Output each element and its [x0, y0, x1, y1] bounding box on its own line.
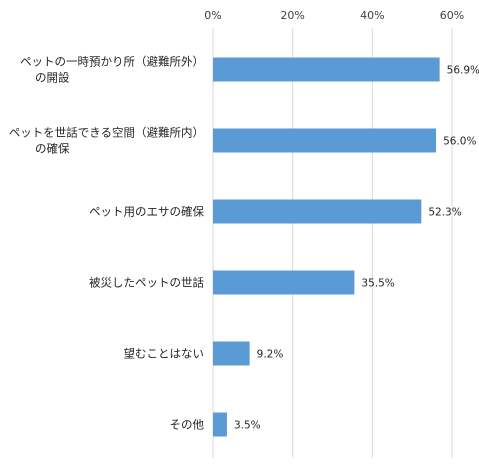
- category-label: 望むことはない: [124, 347, 205, 361]
- category-label: の開設: [35, 71, 70, 85]
- data-label: 9.2%: [257, 349, 284, 361]
- bar: [213, 57, 440, 82]
- category-label: 被災したペットの世話: [89, 276, 204, 290]
- bar: [213, 199, 422, 224]
- data-label: 52.3%: [428, 207, 461, 219]
- category-label: その他: [170, 418, 205, 432]
- category-label: ペットの一時預かり所（避難所外）: [20, 55, 204, 69]
- category-label: の確保: [35, 142, 70, 156]
- data-label: 3.5%: [234, 420, 261, 432]
- data-label: 56.9%: [447, 65, 479, 77]
- category-label: ペットを世話できる空間（避難所内）: [9, 126, 204, 140]
- x-tick-label: 40%: [360, 9, 384, 22]
- category-label: ペット用のエサの確保: [89, 205, 204, 219]
- bar: [213, 341, 250, 366]
- data-label: 35.5%: [361, 278, 394, 290]
- bar: [213, 128, 437, 153]
- bar: [213, 412, 227, 437]
- data-label: 56.0%: [443, 136, 476, 148]
- x-tick-label: 20%: [280, 9, 304, 22]
- bar: [213, 270, 355, 295]
- x-tick-label: 0%: [204, 9, 221, 22]
- x-tick-label: 60%: [440, 9, 464, 22]
